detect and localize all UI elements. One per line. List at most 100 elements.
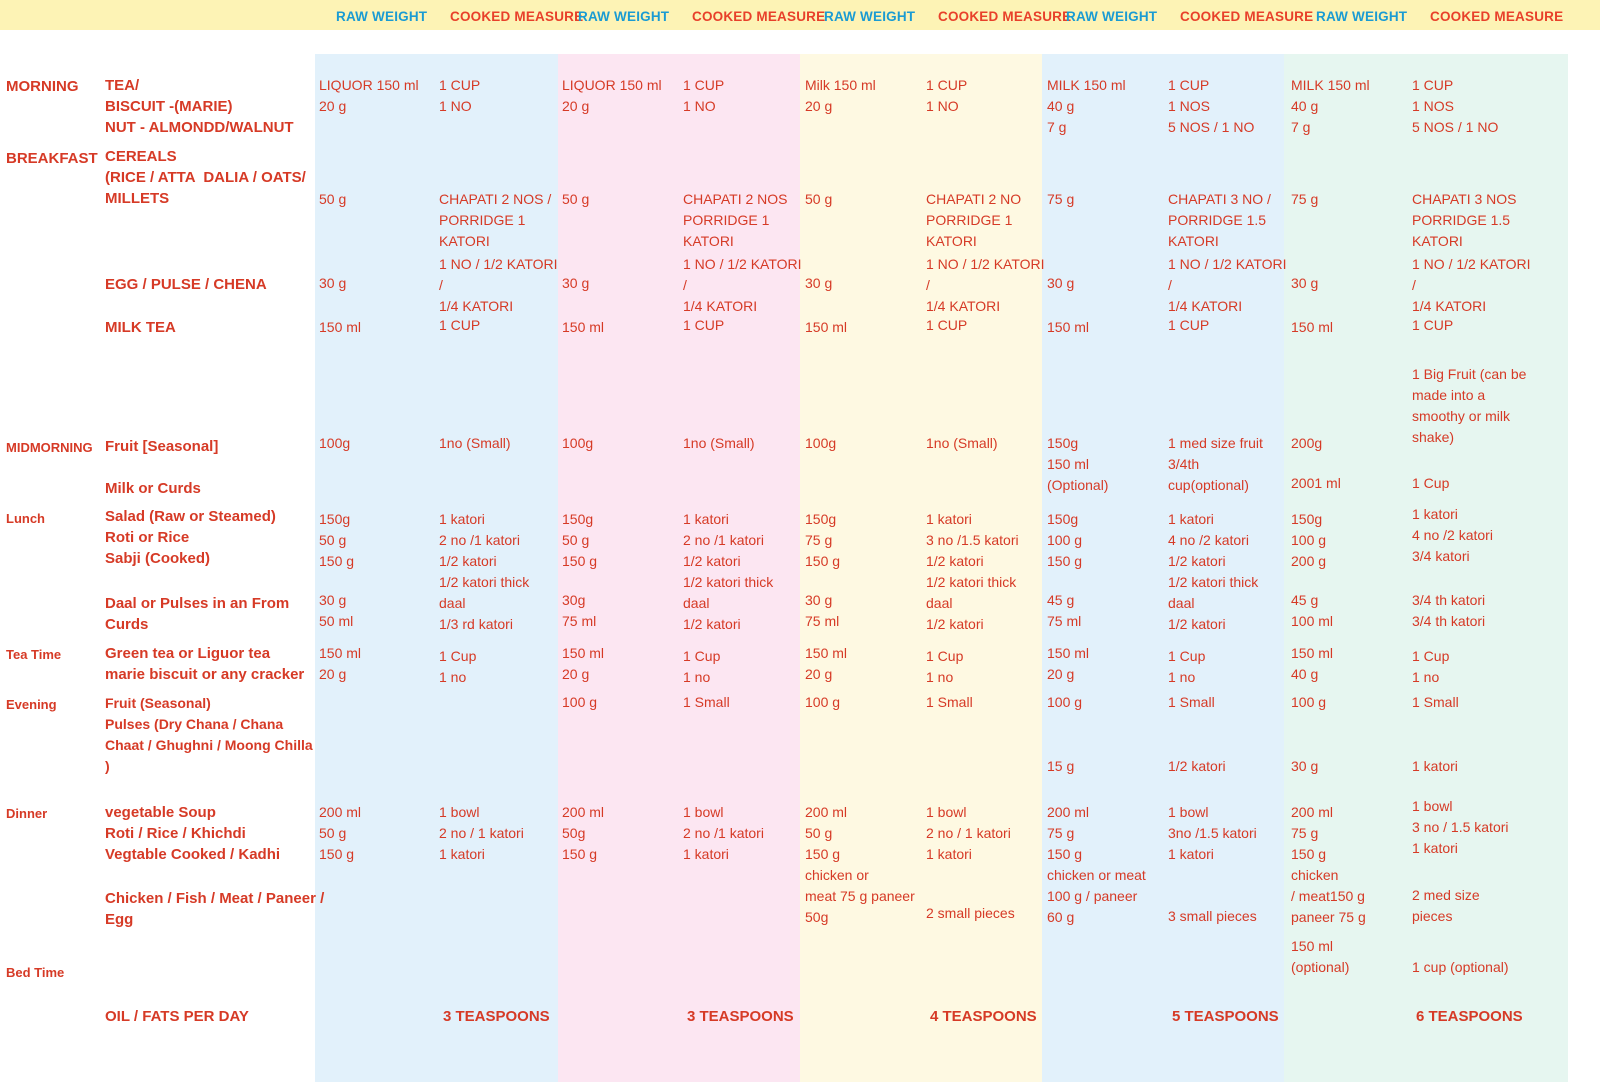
cooked-measure-cell: 1 cup (optional) [1412, 959, 1509, 975]
oil-per-day-value: 4 TEASPOONS [930, 1008, 1037, 1025]
cooked-measure-cell: CHAPATI 2 NOS PORRIDGE 1 KATORI [683, 191, 788, 249]
raw-weight-cell: 100 g [1047, 694, 1083, 710]
cooked-measure-header: COOKED MEASURE [1180, 9, 1314, 24]
cooked-measure-cell: 3 small pieces [1168, 908, 1257, 924]
raw-weight-cell: 200g [1291, 435, 1323, 451]
raw-weight-cell: 50 g [562, 191, 590, 207]
raw-weight-cell: 150g 50 g 150 g [562, 511, 598, 569]
raw-weight-cell: 150 ml 20 g [805, 645, 848, 682]
raw-weight-cell: MILK 150 ml 40 g 7 g [1047, 77, 1126, 135]
cooked-measure-cell: 1 bowl 2 no / 1 katori 1 katori [926, 804, 1011, 862]
cooked-measure-cell: 1 CUP 1 NO [439, 77, 481, 114]
raw-weight-cell: 150 ml 20 g [319, 645, 362, 682]
raw-weight-cell: 200 ml 50g 150 g [562, 804, 605, 862]
raw-weight-cell: 30 g [1291, 275, 1319, 291]
meal-time-label: Evening [6, 697, 57, 712]
raw-weight-cell: 150 ml [319, 319, 362, 335]
meal-time-label: Lunch [6, 511, 45, 526]
cooked-measure-cell: CHAPATI 3 NO / PORRIDGE 1.5 KATORI [1168, 191, 1271, 249]
raw-weight-cell: 150 ml 40 g [1291, 645, 1334, 682]
cooked-measure-cell: 1 katori 4 no /2 katori 3/4 katori [1412, 506, 1493, 564]
cooked-measure-cell: 1 bowl 2 no /1 katori 1 katori [683, 804, 764, 862]
cooked-measure-cell: 1 Small [1412, 694, 1459, 710]
raw-weight-cell: 45 g 75 ml [1047, 592, 1082, 629]
cooked-measure-cell: 1 Cup 1 no [926, 648, 964, 685]
raw-weight-header: RAW WEIGHT [824, 9, 916, 24]
meal-time-label: MORNING [6, 78, 79, 95]
meal-time-label: MIDMORNING [6, 440, 93, 455]
cooked-measure-cell: 1 katori [1412, 758, 1458, 774]
raw-weight-cell: 100g [562, 435, 594, 451]
cooked-measure-cell: 1 Cup 1 no [1412, 648, 1450, 685]
cooked-measure-cell: 1 NO / 1/2 KATORI / 1/4 KATORI [683, 256, 802, 314]
food-item-label: CEREALS (RICE / ATTA DALIA / OATS/ MILLE… [105, 148, 306, 207]
raw-weight-cell: 50 g [805, 191, 833, 207]
food-item-label: EGG / PULSE / CHENA [105, 276, 267, 293]
raw-weight-cell: 30 g [562, 275, 590, 291]
food-item-label: Fruit (Seasonal) Pulses (Dry Chana / Cha… [105, 695, 313, 774]
raw-weight-cell: 150 ml [1291, 319, 1334, 335]
raw-weight-cell: 150g 50 g 150 g [319, 511, 355, 569]
cooked-measure-cell: 1 CUP 1 NOS 5 NOS / 1 NO [1412, 77, 1499, 135]
raw-weight-cell: 150 ml 20 g [1047, 645, 1090, 682]
oil-per-day-value: 6 TEASPOONS [1416, 1008, 1523, 1025]
food-item-label: MILK TEA [105, 319, 176, 336]
meal-time-label: Bed Time [6, 965, 65, 980]
raw-weight-cell: MILK 150 ml 40 g 7 g [1291, 77, 1370, 135]
raw-weight-cell: 150g 150 ml (Optional) [1047, 435, 1109, 493]
plan-column-background [1284, 54, 1568, 1082]
cooked-measure-cell: 1 CUP [439, 317, 481, 333]
raw-weight-cell: 50 g [319, 191, 347, 207]
cooked-measure-cell: 1 CUP [1412, 317, 1454, 333]
raw-weight-cell: 45 g 100 ml [1291, 592, 1334, 629]
meal-time-label: BREAKFAST [6, 150, 98, 167]
cooked-measure-header: COOKED MEASURE [1430, 9, 1564, 24]
food-item-label: OIL / FATS PER DAY [105, 1008, 249, 1025]
cooked-measure-cell: 2 med size pieces [1412, 887, 1480, 924]
raw-weight-header: RAW WEIGHT [578, 9, 670, 24]
food-item-label: Daal or Pulses in an From Curds [105, 595, 290, 633]
cooked-measure-cell: 1 CUP 1 NO [926, 77, 968, 114]
raw-weight-cell: 150 ml 20 g [562, 645, 605, 682]
header-band [0, 0, 1600, 30]
food-item-label: Milk or Curds [105, 480, 201, 497]
cooked-measure-cell: 1 NO / 1/2 KATORI / 1/4 KATORI [1168, 256, 1287, 314]
cooked-measure-cell: 1 CUP [683, 317, 725, 333]
raw-weight-cell: 150g 100 g 200 g [1291, 511, 1327, 569]
meal-time-label: Tea Time [6, 647, 62, 662]
cooked-measure-cell: 1 katori 3 no /1.5 katori 1/2 katori 1/2… [926, 511, 1019, 632]
cooked-measure-cell: 1 katori 4 no /2 katori 1/2 katori 1/2 k… [1168, 511, 1259, 632]
cooked-measure-cell: 1 CUP [926, 317, 968, 333]
cooked-measure-cell: 1 CUP 1 NO [683, 77, 725, 114]
raw-weight-cell: 200 ml 50 g 150 g chicken or meat 75 g p… [805, 804, 915, 925]
food-item-label: vegetable Soup Roti / Rice / Khichdi Veg… [105, 804, 281, 863]
raw-weight-header: RAW WEIGHT [1316, 9, 1408, 24]
food-item-label: TEA/ BISCUIT -(MARIE) NUT - ALMONDD/WALN… [105, 77, 294, 136]
cooked-measure-cell: CHAPATI 3 NOS PORRIDGE 1.5 KATORI [1412, 191, 1517, 249]
raw-weight-cell: 100 g [1291, 694, 1327, 710]
raw-weight-cell: 100g [805, 435, 837, 451]
raw-weight-cell: 30 g 50 ml [319, 592, 354, 629]
plan-column-background [315, 54, 558, 1082]
cooked-measure-cell: 1 bowl 2 no / 1 katori 1 katori [439, 804, 524, 862]
meal-time-label: Dinner [6, 806, 48, 821]
raw-weight-cell: 75 g [1047, 191, 1075, 207]
raw-weight-cell: 100g [319, 435, 351, 451]
raw-weight-cell: 200 ml 75 g 150 g chicken / meat150 g pa… [1291, 804, 1366, 925]
cooked-measure-cell: 1 bowl 3 no / 1.5 katori 1 katori [1412, 798, 1509, 856]
cooked-measure-cell: 1no (Small) [683, 435, 755, 451]
raw-weight-cell: 150g 75 g 150 g [805, 511, 841, 569]
plan-column-background [800, 54, 1042, 1082]
cooked-measure-cell: 1 NO / 1/2 KATORI / 1/4 KATORI [1412, 256, 1531, 314]
cooked-measure-cell: CHAPATI 2 NOS / PORRIDGE 1 KATORI [439, 191, 552, 249]
raw-weight-cell: 100 g [562, 694, 598, 710]
cooked-measure-cell: 1 med size fruit 3/4th cup(optional) [1168, 435, 1263, 493]
cooked-measure-header: COOKED MEASURE [938, 9, 1072, 24]
cooked-measure-cell: 1 Cup 1 no [439, 648, 477, 685]
raw-weight-cell: 30 g [1291, 758, 1319, 774]
raw-weight-header: RAW WEIGHT [1066, 9, 1158, 24]
cooked-measure-cell: 1no (Small) [926, 435, 998, 451]
plan-column-background [558, 54, 800, 1082]
raw-weight-cell: 200 ml 50 g 150 g [319, 804, 362, 862]
cooked-measure-cell: 1no (Small) [439, 435, 511, 451]
